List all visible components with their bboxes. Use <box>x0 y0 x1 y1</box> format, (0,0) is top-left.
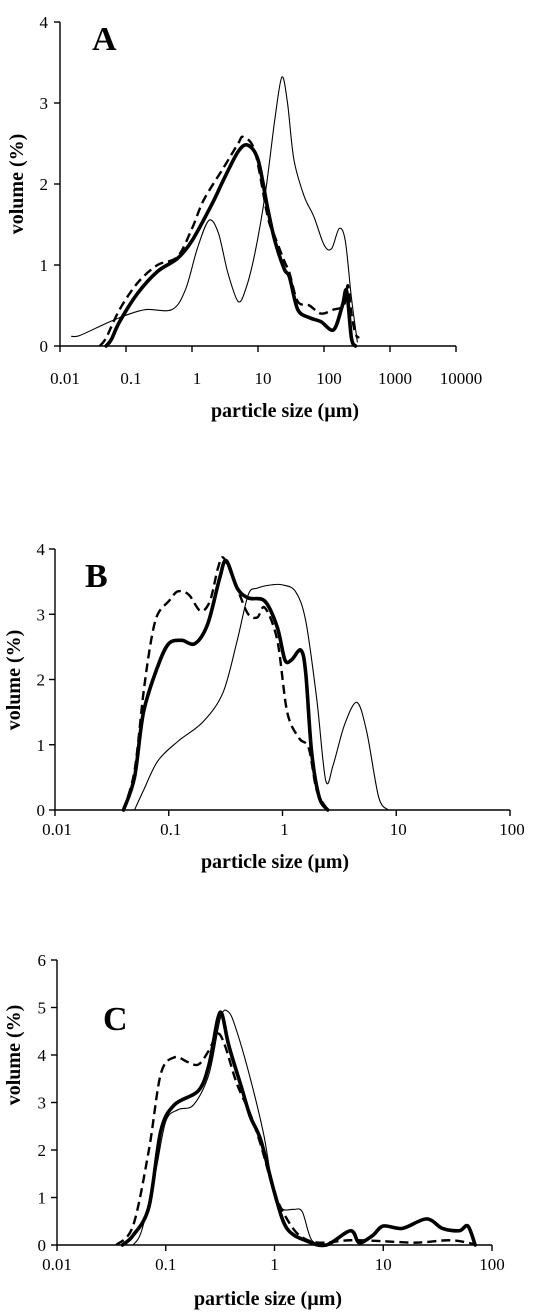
panel-c-y-tick-label: 0 <box>38 1236 47 1255</box>
panel-a-x-axis-title: particle size (µm) <box>211 400 359 422</box>
panel-c-series-thin <box>132 1009 327 1246</box>
panel-c-y-tick-label: 1 <box>38 1189 47 1208</box>
panel-c-y-tick-label: 5 <box>38 999 47 1018</box>
panel-b: B particle size (µm) volume (%) 0 1 2 3 4 0.0… <box>3 540 525 873</box>
panel-c: C particle size (µm) volume (%) 0 1 2 3 4 5 6 0… <box>3 951 505 1310</box>
panel-a-x-tick-label: 0.01 <box>50 369 80 388</box>
panel-b-x-tick-label: 1 <box>280 820 289 839</box>
panel-a-x-tick-label: 10000 <box>440 369 483 388</box>
panel-b-letter: B <box>85 558 108 595</box>
panel-c-y-tick-label: 2 <box>38 1141 47 1160</box>
panel-b-series-thin <box>133 583 389 811</box>
panel-c-x-tick-label: 1 <box>270 1255 279 1274</box>
panel-c-letter: C <box>103 1001 128 1038</box>
panel-a-axes <box>59 22 456 347</box>
panel-a-letter: A <box>92 21 117 58</box>
panel-b-x-tick-label: 0.1 <box>160 820 181 839</box>
panel-b-x-axis-title: particle size (µm) <box>201 851 349 873</box>
panel-b-y-tick-label: 3 <box>37 605 46 624</box>
panel-c-x-tick-label: 0.01 <box>42 1255 72 1274</box>
panel-b-y-axis-title: volume (%) <box>3 630 25 731</box>
panel-a-x-tick-label: 10 <box>255 369 272 388</box>
panel-b-x-tick-label: 10 <box>390 820 407 839</box>
panel-a-y-axis-title: volume (%) <box>6 134 28 235</box>
panel-a-y-tick-label: 3 <box>40 94 49 113</box>
panel-a-series-thin <box>71 76 358 343</box>
panel-b-series-dashed <box>122 556 329 811</box>
panel-a: A particle size (µm) volume (%) 0 1 2 3 4 0.0… <box>6 13 482 422</box>
panel-a-series-dashed <box>98 135 360 347</box>
panel-b-y-tick-label: 0 <box>37 801 46 820</box>
panel-a-x-tick-label: 0.1 <box>120 369 141 388</box>
panel-a-x-tick-label: 1000 <box>378 369 412 388</box>
panel-b-x-tick-label: 100 <box>499 820 525 839</box>
panel-a-y-tick-label: 0 <box>40 337 49 356</box>
panel-b-y-tick-label: 1 <box>37 736 46 755</box>
panel-a-y-tick-label: 1 <box>40 256 49 275</box>
panel-c-series-dashed <box>115 1032 476 1247</box>
panel-a-y-tick-label: 4 <box>40 13 49 32</box>
panel-a-series-thick <box>104 142 358 348</box>
panel-c-x-axis-title: particle size (µm) <box>194 1288 342 1310</box>
panel-a-x-tick-label: 1 <box>193 369 202 388</box>
panel-c-x-tick-label: 0.1 <box>155 1255 176 1274</box>
panel-b-y-tick-label: 4 <box>37 540 46 559</box>
panel-c-x-tick-label: 10 <box>375 1255 392 1274</box>
panel-c-series-thick <box>120 1010 477 1248</box>
panel-c-x-tick-label: 100 <box>479 1255 505 1274</box>
panel-c-y-tick-label: 6 <box>38 951 47 970</box>
panel-b-x-tick-label: 0.01 <box>42 820 72 839</box>
panel-c-y-axis-title: volume (%) <box>3 1005 25 1106</box>
panel-a-x-tick-label: 100 <box>316 369 342 388</box>
panel-c-y-tick-label: 4 <box>38 1046 47 1065</box>
panel-a-y-tick-label: 2 <box>40 175 49 194</box>
panel-c-y-tick-label: 3 <box>38 1094 47 1113</box>
panel-b-y-tick-label: 2 <box>37 671 46 690</box>
